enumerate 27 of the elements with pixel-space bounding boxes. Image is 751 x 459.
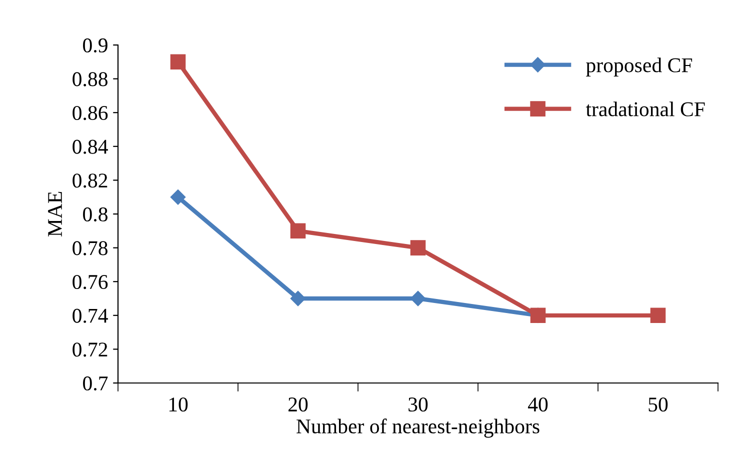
x-tick-label: 50 <box>648 397 668 412</box>
y-tick-label: 0.72 <box>72 342 108 357</box>
y-tick-label: 0.88 <box>72 72 108 86</box>
y-tick-label: 0.74 <box>72 308 108 323</box>
y-tick-label: 0.86 <box>72 106 108 120</box>
y-tick-label: 0.82 <box>72 174 108 188</box>
y-tick-label: 0.84 <box>72 140 108 154</box>
y-tick-label: 0.7 <box>83 376 108 391</box>
y-axis-title: MAE <box>48 192 62 237</box>
y-tick-label: 0.78 <box>72 241 108 256</box>
point <box>650 308 666 324</box>
y-tick-label: 0.76 <box>72 274 108 290</box>
legend-label: tradational CF <box>586 102 705 116</box>
legend-label: proposed CF <box>586 58 692 77</box>
x-tick-label: 30 <box>408 397 428 412</box>
y-tick-label: 0.8 <box>83 207 108 222</box>
x-tick-label: 10 <box>169 397 188 412</box>
x-tick-label: 40 <box>528 397 548 412</box>
point <box>410 240 426 256</box>
x-tick-label: 20 <box>288 397 308 412</box>
point <box>170 190 186 205</box>
point <box>290 223 306 239</box>
point <box>170 54 186 70</box>
point <box>410 290 426 306</box>
point <box>290 290 306 306</box>
y-tick-label: 0.9 <box>83 38 108 53</box>
x-axis-title: Number of nearest-neighbors <box>296 418 540 438</box>
